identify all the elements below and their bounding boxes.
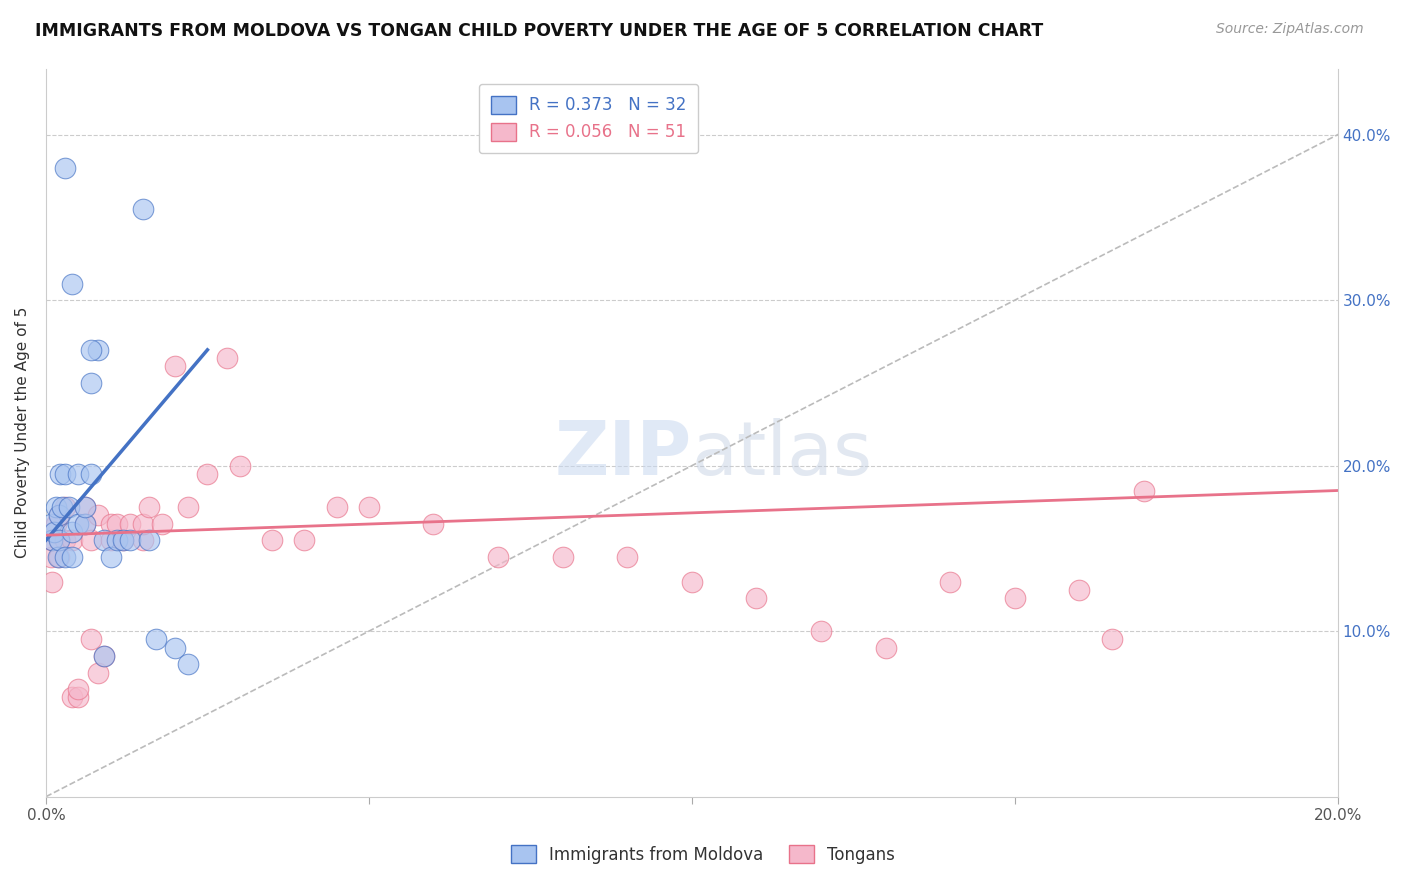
Point bbox=[80, 632, 103, 647]
Point bbox=[112, 533, 135, 548]
Point bbox=[60, 549, 83, 564]
Point bbox=[60, 690, 83, 705]
Point bbox=[681, 574, 703, 589]
Point bbox=[100, 549, 122, 564]
Point bbox=[73, 500, 96, 514]
Point bbox=[1101, 632, 1123, 647]
Point bbox=[67, 682, 90, 697]
Point bbox=[118, 516, 141, 531]
Point bbox=[616, 549, 638, 564]
Point bbox=[53, 549, 76, 564]
Point bbox=[53, 161, 76, 175]
Legend: Immigrants from Moldova, Tongans: Immigrants from Moldova, Tongans bbox=[505, 838, 901, 871]
Point bbox=[177, 500, 200, 514]
Point bbox=[875, 640, 897, 655]
Point bbox=[60, 533, 83, 548]
Point bbox=[551, 549, 574, 564]
Point bbox=[45, 500, 67, 514]
Point bbox=[810, 624, 832, 639]
Point bbox=[49, 467, 72, 481]
Point bbox=[53, 500, 76, 514]
Point bbox=[1133, 483, 1156, 498]
Point bbox=[100, 533, 122, 548]
Legend: R = 0.373   N = 32, R = 0.056   N = 51: R = 0.373 N = 32, R = 0.056 N = 51 bbox=[479, 84, 697, 153]
Point bbox=[93, 648, 115, 663]
Point bbox=[357, 500, 380, 514]
Point bbox=[67, 690, 90, 705]
Point bbox=[132, 516, 155, 531]
Point bbox=[51, 500, 73, 514]
Point bbox=[138, 500, 160, 514]
Point bbox=[80, 376, 103, 390]
Point bbox=[145, 632, 167, 647]
Point bbox=[100, 516, 122, 531]
Point bbox=[73, 516, 96, 531]
Point bbox=[41, 574, 63, 589]
Point bbox=[150, 516, 173, 531]
Point bbox=[53, 533, 76, 548]
Point bbox=[42, 524, 65, 539]
Point bbox=[80, 533, 103, 548]
Point bbox=[48, 533, 70, 548]
Y-axis label: Child Poverty Under the Age of 5: Child Poverty Under the Age of 5 bbox=[15, 307, 30, 558]
Point bbox=[80, 467, 103, 481]
Point bbox=[292, 533, 315, 548]
Point bbox=[215, 351, 238, 365]
Point bbox=[197, 467, 219, 481]
Text: Source: ZipAtlas.com: Source: ZipAtlas.com bbox=[1216, 22, 1364, 37]
Point bbox=[105, 516, 128, 531]
Point bbox=[48, 508, 70, 523]
Point bbox=[177, 657, 200, 672]
Point bbox=[45, 516, 67, 531]
Point bbox=[86, 665, 108, 680]
Point bbox=[112, 533, 135, 548]
Text: IMMIGRANTS FROM MOLDOVA VS TONGAN CHILD POVERTY UNDER THE AGE OF 5 CORRELATION C: IMMIGRANTS FROM MOLDOVA VS TONGAN CHILD … bbox=[35, 22, 1043, 40]
Point bbox=[58, 500, 80, 514]
Point bbox=[422, 516, 444, 531]
Point bbox=[67, 516, 90, 531]
Point bbox=[325, 500, 347, 514]
Point bbox=[67, 467, 90, 481]
Point bbox=[1004, 591, 1026, 606]
Point bbox=[73, 500, 96, 514]
Point bbox=[165, 359, 187, 374]
Point bbox=[138, 533, 160, 548]
Point bbox=[48, 533, 70, 548]
Point bbox=[46, 549, 69, 564]
Point bbox=[486, 549, 509, 564]
Point bbox=[132, 202, 155, 217]
Point bbox=[118, 533, 141, 548]
Point bbox=[105, 533, 128, 548]
Point bbox=[39, 516, 62, 531]
Point bbox=[48, 549, 70, 564]
Point bbox=[93, 648, 115, 663]
Point bbox=[80, 343, 103, 357]
Point bbox=[86, 343, 108, 357]
Point bbox=[260, 533, 283, 548]
Text: atlas: atlas bbox=[692, 418, 873, 491]
Point bbox=[73, 516, 96, 531]
Point bbox=[60, 277, 83, 291]
Point bbox=[53, 467, 76, 481]
Point bbox=[60, 524, 83, 539]
Point bbox=[939, 574, 962, 589]
Point bbox=[93, 533, 115, 548]
Point bbox=[48, 508, 70, 523]
Point bbox=[39, 549, 62, 564]
Text: ZIP: ZIP bbox=[554, 418, 692, 491]
Point bbox=[228, 458, 250, 473]
Point bbox=[41, 533, 63, 548]
Point bbox=[745, 591, 768, 606]
Point bbox=[41, 533, 63, 548]
Point bbox=[1069, 582, 1091, 597]
Point bbox=[86, 508, 108, 523]
Point bbox=[165, 640, 187, 655]
Point bbox=[132, 533, 155, 548]
